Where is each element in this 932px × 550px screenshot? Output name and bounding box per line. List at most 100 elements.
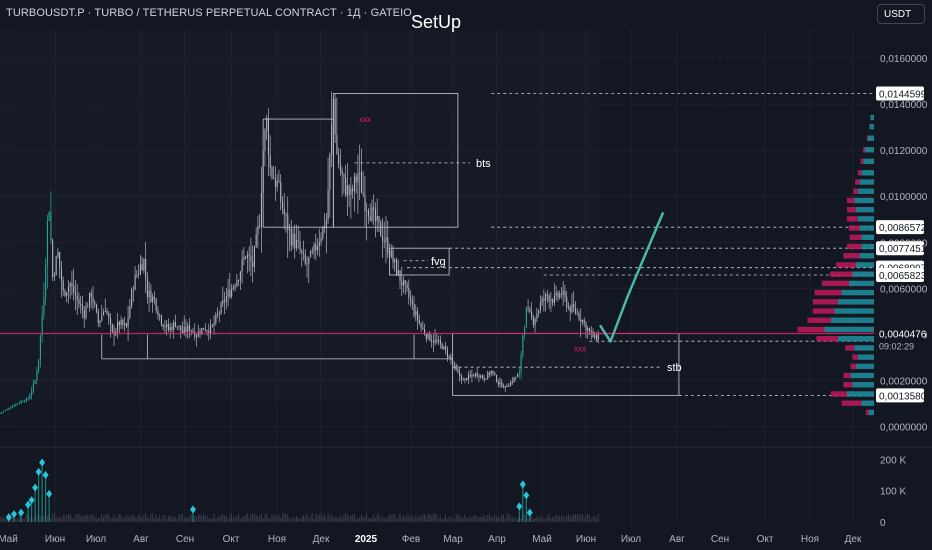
vp-row-down <box>845 345 855 351</box>
candle-body <box>294 233 296 249</box>
vp-row-up <box>824 326 874 333</box>
candle-body <box>520 354 522 373</box>
candle-body <box>543 298 545 301</box>
candle-body <box>171 327 173 330</box>
candle-body <box>346 185 348 196</box>
level-label-bg <box>876 86 924 101</box>
candle-body <box>545 294 547 301</box>
candle-body <box>560 293 563 295</box>
candle-body <box>159 314 161 316</box>
candle-body <box>255 234 257 247</box>
countdown-label: 09:02:29 <box>879 341 914 351</box>
vp-row-down <box>853 188 858 194</box>
candle-body <box>104 310 106 312</box>
time-axis-label: Май <box>0 534 18 545</box>
candle-body <box>153 296 155 299</box>
level-label-bg <box>876 267 924 282</box>
candle-body <box>567 306 570 308</box>
candle-body <box>455 365 457 370</box>
candle-body <box>501 382 503 387</box>
candle-body <box>318 242 320 246</box>
candle-body <box>420 323 422 328</box>
candle-body <box>6 409 8 411</box>
candle-body <box>469 374 471 376</box>
price-axis-tick: 0,0120000 <box>880 146 928 157</box>
currency-selector-button[interactable]: USDT <box>877 4 925 24</box>
candle-body <box>506 385 508 387</box>
candle-body <box>36 370 38 381</box>
candle-body <box>388 253 391 258</box>
candle-body <box>120 319 122 326</box>
candle-body <box>576 312 578 314</box>
candle-body <box>313 244 315 252</box>
candle-body <box>201 327 203 335</box>
candle-body <box>378 216 380 223</box>
candle-body <box>87 306 89 308</box>
candle-body <box>595 335 598 340</box>
vp-row-up <box>861 243 874 250</box>
time-axis-label: Окт <box>757 534 774 545</box>
vp-row-up <box>852 382 874 388</box>
time-axis-label: Ноя <box>268 534 286 545</box>
candle-body <box>299 241 301 251</box>
candle-body <box>597 333 599 340</box>
candle-body <box>67 286 70 293</box>
candle-body <box>266 117 268 131</box>
candle-body <box>341 170 343 175</box>
vp-row-down <box>843 372 851 379</box>
vp-row-down <box>843 253 860 259</box>
candle-body <box>162 324 164 327</box>
candle-body <box>195 336 198 338</box>
candle-body <box>110 318 112 325</box>
candle-body <box>427 332 429 339</box>
vp-row-down <box>812 299 838 305</box>
vp-row-down <box>841 400 862 406</box>
candle-body <box>401 281 403 286</box>
candle-body <box>362 192 364 195</box>
candle-body <box>315 244 317 251</box>
candle-body <box>208 330 210 334</box>
candle-body <box>118 322 120 326</box>
candle-body <box>548 295 550 302</box>
history-range-shade <box>0 30 600 402</box>
candle-body <box>481 375 484 378</box>
candle-body <box>422 327 424 330</box>
candle-body <box>24 401 26 403</box>
candle-body <box>432 341 434 343</box>
volume-spike-marker <box>189 505 196 514</box>
candle-body <box>324 226 326 229</box>
candle-body <box>464 378 466 380</box>
candle-body <box>445 346 447 350</box>
candle-body <box>38 358 40 371</box>
candle-body <box>92 296 94 303</box>
price-axis-tick: 0,0100000 <box>880 192 928 203</box>
candle-body <box>41 314 43 336</box>
price-candles <box>0 91 599 415</box>
candle-body <box>4 409 6 411</box>
candle-body <box>553 295 555 303</box>
candle-body <box>332 98 334 125</box>
projection-arrow <box>598 211 665 343</box>
candle-body <box>292 233 294 246</box>
candle-body <box>39 335 41 359</box>
candle-body <box>390 250 392 258</box>
vp-row-down <box>814 289 842 296</box>
candle-body <box>34 380 36 384</box>
candle-body <box>329 154 331 190</box>
vp-row-down <box>797 326 825 333</box>
candle-body <box>1 412 3 414</box>
candle-body <box>60 267 63 281</box>
vp-row-up <box>863 158 874 164</box>
candle-body <box>360 172 363 193</box>
candle-body <box>246 254 248 258</box>
candle-body <box>136 275 138 277</box>
candle-body <box>73 285 75 293</box>
volume-spike-marker <box>523 491 530 500</box>
candle-body <box>222 300 224 304</box>
vp-row-down <box>843 382 853 388</box>
vp-row-down <box>847 206 856 213</box>
candle-body <box>373 207 375 210</box>
vp-row-up <box>857 188 874 194</box>
candle-body <box>62 280 64 291</box>
